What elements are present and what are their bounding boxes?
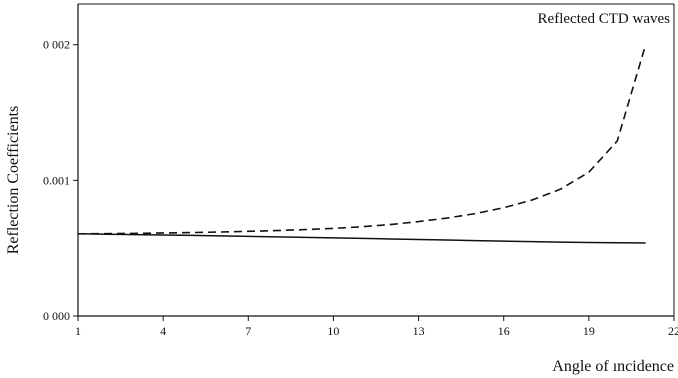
x-tick-label: 22	[668, 324, 678, 338]
series-layer	[77, 44, 647, 244]
x-tick-label: 13	[413, 324, 425, 338]
y-axis-ticks: 0 000 0.001 0 002	[43, 38, 78, 323]
x-axis-ticks: 1 4 7 10 13 16 19 22	[75, 316, 678, 338]
plot-area: 1 4 7 10 13 16 19 22 0 000 0.001 0 002	[43, 3, 678, 338]
x-tick-label: 4	[160, 324, 166, 338]
y-tick-label: 0 000	[43, 309, 70, 323]
x-tick-label: 1	[75, 324, 81, 338]
x-tick-label: 7	[245, 324, 251, 338]
x-axis-label: Angle of ıncidence	[552, 358, 674, 375]
series-solid-line	[77, 233, 646, 244]
y-tick-label: 0 002	[43, 38, 70, 52]
y-tick-label: 0.001	[43, 173, 70, 187]
chart-title: Reflected CTD waves	[538, 11, 671, 27]
y-axis-label: Reflection Coefficients	[5, 106, 22, 255]
series-dashed-line	[77, 44, 647, 235]
x-tick-label: 10	[327, 324, 339, 338]
x-tick-label: 19	[583, 324, 595, 338]
x-tick-label: 16	[498, 324, 510, 338]
